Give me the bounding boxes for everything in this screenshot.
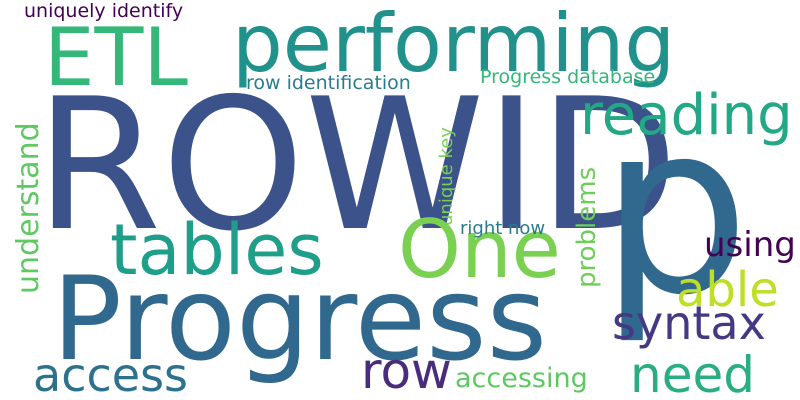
word-uniquely-identify: uniquely identify: [24, 0, 184, 22]
word-one: One: [398, 203, 561, 296]
word-progress-database: Progress database: [480, 66, 656, 88]
word-row: row: [361, 342, 452, 400]
word-using: using: [704, 225, 796, 265]
word-progress: Progress: [52, 252, 548, 387]
word-access: access: [33, 348, 189, 400]
word-reading: reading: [580, 83, 793, 148]
word-row-identification: row identification: [246, 72, 411, 94]
word-able: able: [676, 262, 779, 318]
word-p: p: [600, 72, 750, 347]
word-accessing: accessing: [455, 363, 588, 394]
word-understand: understand: [11, 122, 46, 294]
word-syntax: syntax: [612, 296, 766, 350]
word-rowid: ROWID: [35, 59, 679, 271]
word-problems: problems: [572, 166, 602, 288]
word-performing: performing: [232, 0, 676, 90]
word-right-now: right now: [460, 218, 546, 239]
word-tables: tables: [110, 209, 324, 291]
word-unique-key: unique key: [436, 127, 457, 226]
word-etl: ETL: [44, 11, 188, 104]
word-need: need: [630, 346, 755, 400]
